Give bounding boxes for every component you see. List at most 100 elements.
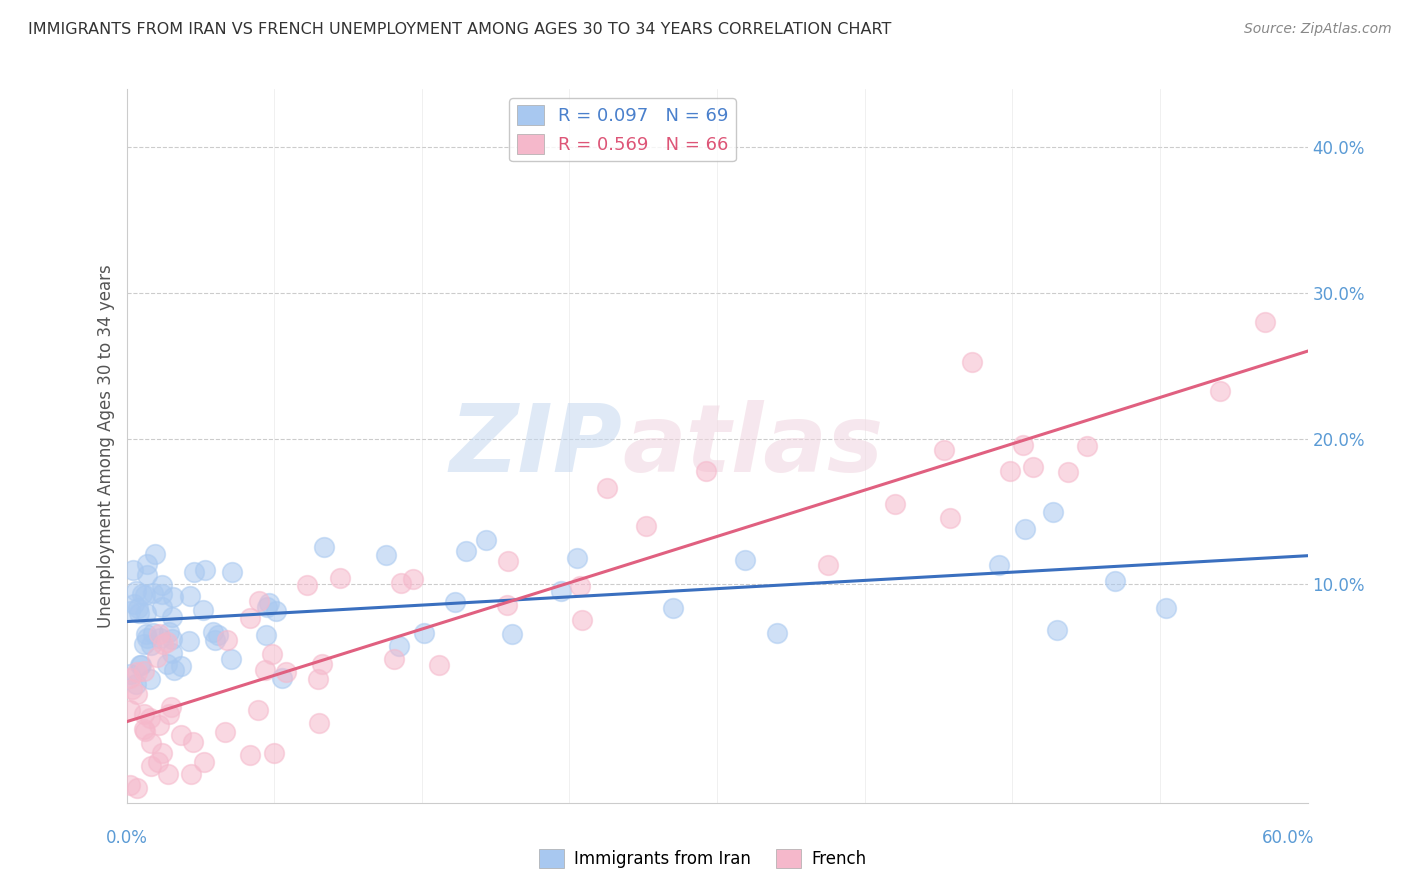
Point — [129, 657, 152, 672]
Point — [988, 558, 1011, 572]
Point — [180, 766, 202, 780]
Point — [127, 600, 149, 615]
Point — [181, 735, 204, 749]
Point — [131, 587, 153, 601]
Point — [565, 551, 588, 566]
Point — [1022, 459, 1045, 474]
Point — [254, 628, 277, 642]
Point — [141, 736, 163, 750]
Point — [1209, 384, 1232, 398]
Point — [125, 687, 148, 701]
Point — [179, 634, 201, 648]
Point — [139, 638, 162, 652]
Point — [219, 651, 242, 665]
Point — [124, 584, 146, 599]
Point — [152, 637, 174, 651]
Point — [259, 596, 281, 610]
Point — [146, 756, 169, 770]
Point — [1254, 315, 1277, 329]
Point — [427, 658, 450, 673]
Point — [271, 671, 294, 685]
Point — [1104, 574, 1126, 589]
Point — [734, 553, 756, 567]
Point — [193, 755, 215, 769]
Point — [496, 554, 519, 568]
Point — [170, 659, 193, 673]
Point — [162, 590, 184, 604]
Point — [308, 716, 330, 731]
Point — [1057, 466, 1080, 480]
Point — [389, 576, 412, 591]
Text: ZIP: ZIP — [450, 400, 623, 492]
Point — [155, 635, 177, 649]
Point — [183, 565, 205, 579]
Point — [939, 510, 962, 524]
Point — [215, 633, 238, 648]
Point — [146, 650, 169, 665]
Point — [569, 579, 592, 593]
Point — [1076, 439, 1098, 453]
Point — [125, 677, 148, 691]
Point — [266, 603, 288, 617]
Point — [1154, 601, 1177, 615]
Point — [122, 597, 145, 611]
Point — [456, 544, 478, 558]
Point — [120, 778, 142, 792]
Point — [960, 355, 983, 369]
Text: 60.0%: 60.0% — [1263, 829, 1315, 847]
Point — [550, 583, 572, 598]
Point — [121, 681, 143, 696]
Point — [128, 606, 150, 620]
Text: atlas: atlas — [623, 400, 884, 492]
Point — [160, 700, 183, 714]
Point — [260, 647, 283, 661]
Point — [817, 558, 839, 573]
Y-axis label: Unemployment Among Ages 30 to 34 years: Unemployment Among Ages 30 to 34 years — [97, 264, 115, 628]
Point — [412, 626, 434, 640]
Point — [501, 626, 523, 640]
Point — [132, 722, 155, 736]
Point — [932, 443, 955, 458]
Point — [141, 758, 163, 772]
Text: 0.0%: 0.0% — [105, 829, 148, 847]
Point — [156, 657, 179, 672]
Point — [150, 599, 173, 614]
Point — [142, 585, 165, 599]
Point — [311, 657, 333, 671]
Point — [157, 707, 180, 722]
Point — [661, 600, 683, 615]
Point — [157, 624, 180, 639]
Point — [596, 481, 619, 495]
Point — [135, 606, 157, 620]
Point — [201, 624, 224, 639]
Point — [120, 604, 142, 618]
Point — [194, 563, 217, 577]
Point — [374, 548, 396, 562]
Point — [139, 673, 162, 687]
Point — [134, 664, 156, 678]
Point — [134, 588, 156, 602]
Point — [998, 464, 1021, 478]
Point — [142, 625, 165, 640]
Point — [274, 665, 297, 679]
Point — [253, 664, 276, 678]
Point — [239, 611, 262, 625]
Point — [766, 626, 789, 640]
Point — [131, 658, 153, 673]
Point — [156, 767, 179, 781]
Point — [883, 497, 905, 511]
Point — [256, 599, 278, 614]
Point — [120, 702, 142, 716]
Point — [207, 628, 229, 642]
Text: Source: ZipAtlas.com: Source: ZipAtlas.com — [1244, 22, 1392, 37]
Point — [695, 464, 717, 478]
Point — [135, 627, 157, 641]
Point — [443, 595, 465, 609]
Point — [571, 614, 593, 628]
Point — [125, 781, 148, 796]
Point — [169, 728, 191, 742]
Point — [149, 631, 172, 645]
Point — [295, 577, 318, 591]
Point — [221, 566, 243, 580]
Point — [1042, 505, 1064, 519]
